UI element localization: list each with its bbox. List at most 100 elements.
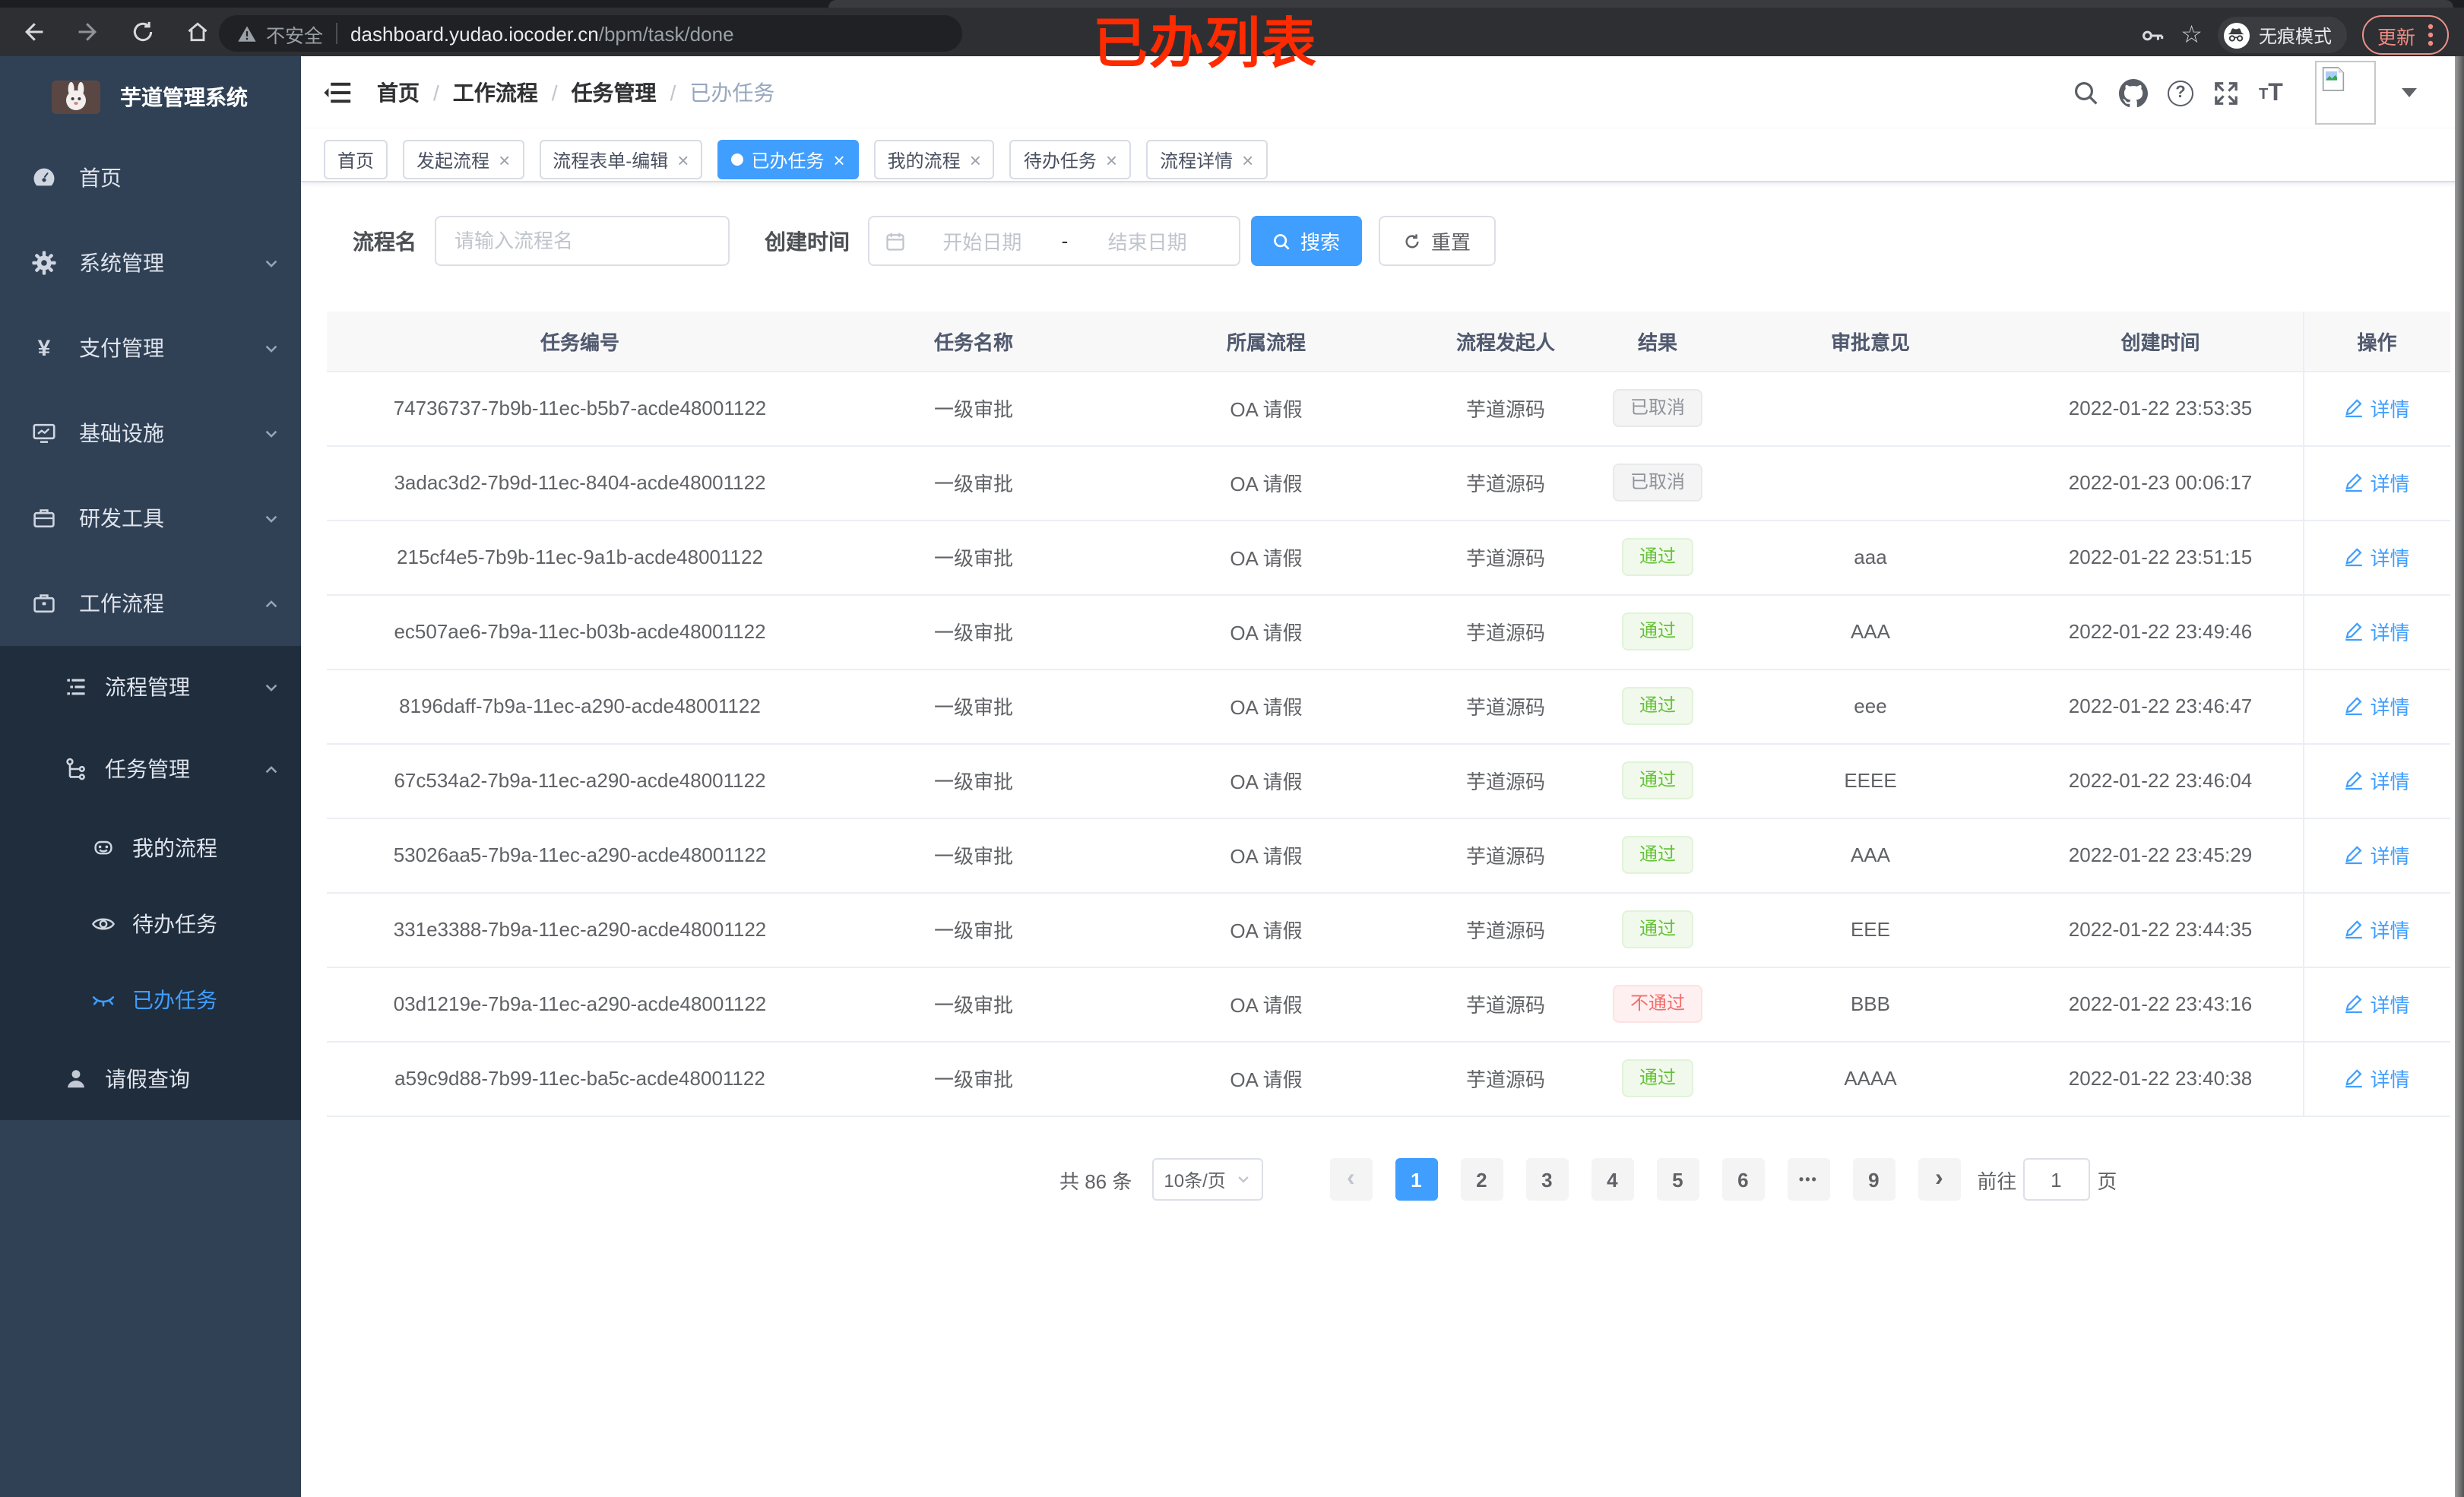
table-row: ec507ae6-7b9a-11ec-b03b-acde48001122 一级审批… — [327, 594, 2450, 669]
back-button[interactable] — [12, 11, 55, 53]
page-button-9[interactable]: 9 — [1852, 1158, 1896, 1201]
table-row: 74736737-7b9b-11ec-b5b7-acde48001122 一级审批… — [327, 371, 2450, 446]
tab-process-detail[interactable]: 流程详情 × — [1146, 140, 1268, 179]
page-button-3[interactable]: 3 — [1525, 1158, 1569, 1201]
sidebar-item-label: 系统管理 — [79, 251, 164, 275]
breadcrumb-separator: / — [670, 81, 676, 105]
page-button-2[interactable]: 2 — [1460, 1158, 1503, 1201]
close-icon[interactable]: × — [1105, 148, 1118, 171]
sidebar-item-label: 任务管理 — [105, 757, 190, 781]
key-icon[interactable] — [2139, 22, 2165, 48]
breadcrumb-home[interactable]: 首页 — [377, 81, 420, 105]
tab-my-process[interactable]: 我的流程 × — [873, 140, 995, 179]
browser-active-tab[interactable] — [828, 0, 2453, 8]
bookmark-star-icon[interactable]: ☆ — [2181, 23, 2203, 49]
page-size-select[interactable]: 10条/页 — [1151, 1158, 1263, 1201]
close-icon[interactable]: × — [499, 148, 511, 171]
sidebar-item-devtools[interactable]: 研发工具 — [0, 476, 301, 561]
address-bar[interactable]: 不安全 dashboard.yudao.iocoder.cn/bpm/task/… — [219, 15, 962, 52]
end-date-placeholder[interactable]: 结束日期 — [1107, 231, 1187, 254]
url-host[interactable]: dashboard.yudao.iocoder.cn — [350, 22, 599, 45]
browser-chrome: 不安全 dashboard.yudao.iocoder.cn/bpm/task/… — [0, 0, 2464, 56]
tab-todo-tasks[interactable]: 待办任务 × — [1009, 140, 1132, 179]
tab-form-edit[interactable]: 流程表单-编辑 × — [539, 140, 703, 179]
close-icon[interactable]: × — [969, 148, 981, 171]
edit-icon — [2345, 548, 2363, 567]
cell-comment: eee — [1722, 669, 2019, 744]
detail-link[interactable]: 详情 — [2344, 840, 2410, 869]
sidebar-item-task-mgmt[interactable]: 任务管理 — [0, 728, 301, 810]
page-button-1[interactable]: 1 — [1395, 1158, 1438, 1201]
process-name-label: 流程名 — [353, 229, 416, 253]
page-button-6[interactable]: 6 — [1721, 1158, 1765, 1201]
detail-link[interactable]: 详情 — [2344, 1064, 2410, 1093]
tab-home[interactable]: 首页 — [324, 140, 388, 179]
next-page-button[interactable]: › — [1918, 1158, 1961, 1201]
calendar-icon — [886, 232, 904, 250]
sidebar-item-process-mgmt[interactable]: 流程管理 — [0, 646, 301, 728]
start-date-placeholder[interactable]: 开始日期 — [942, 231, 1022, 254]
process-name-input[interactable] — [435, 216, 730, 266]
app-title: 芋道管理系统 — [120, 85, 248, 109]
goto-page-input[interactable] — [2022, 1158, 2090, 1201]
close-icon[interactable]: × — [677, 148, 689, 171]
sidebar-item-system[interactable]: 系统管理 — [0, 220, 301, 305]
prev-page-button[interactable]: ‹ — [1329, 1158, 1373, 1201]
tab-start-process[interactable]: 发起流程 × — [403, 140, 524, 179]
cell-process: OA 请假 — [1114, 743, 1418, 818]
forward-button[interactable] — [67, 11, 109, 53]
incognito-label: 无痕模式 — [2258, 25, 2332, 46]
sidebar-item-leave-query[interactable]: 请假查询 — [0, 1038, 301, 1120]
detail-label: 详情 — [2370, 771, 2410, 793]
sidebar-item-payment[interactable]: ¥ 支付管理 — [0, 305, 301, 391]
detail-link[interactable]: 详情 — [2344, 468, 2410, 497]
search-icon[interactable] — [2072, 79, 2099, 106]
search-button[interactable]: 搜索 — [1251, 216, 1362, 266]
cell-starter: 芋道源码 — [1418, 1041, 1593, 1116]
detail-link[interactable]: 详情 — [2344, 617, 2410, 646]
url-path[interactable]: /bpm/task/done — [598, 22, 734, 45]
browser-menu-icon[interactable] — [2428, 23, 2434, 47]
sidebar-fold-button[interactable] — [324, 81, 351, 112]
security-label[interactable]: 不安全 — [266, 25, 324, 46]
close-icon[interactable]: × — [833, 148, 845, 171]
page-button-4[interactable]: 4 — [1591, 1158, 1634, 1201]
refresh-button[interactable] — [122, 11, 164, 53]
detail-link[interactable]: 详情 — [2344, 915, 2410, 944]
cell-comment: BBB — [1722, 967, 2019, 1042]
detail-link[interactable]: 详情 — [2344, 692, 2410, 720]
breadcrumb-workflow[interactable]: 工作流程 — [452, 81, 538, 105]
home-button[interactable] — [176, 11, 219, 53]
sidebar-item-done-tasks[interactable]: 已办任务 — [0, 962, 301, 1038]
help-icon[interactable]: ? — [2168, 80, 2193, 106]
yen-icon: ¥ — [37, 335, 51, 361]
sidebar-item-todo-tasks[interactable]: 待办任务 — [0, 886, 301, 962]
sidebar-logo[interactable]: 芋道管理系统 — [0, 56, 301, 123]
detail-link[interactable]: 详情 — [2344, 989, 2410, 1018]
fullscreen-icon[interactable] — [2213, 80, 2239, 106]
chevron-down-icon — [265, 683, 277, 691]
sidebar-item-workflow[interactable]: 工作流程 — [0, 561, 301, 646]
sidebar-item-home[interactable]: 首页 — [0, 135, 301, 220]
avatar-caret-icon[interactable] — [2401, 88, 2417, 97]
edit-icon — [2345, 771, 2363, 790]
detail-link[interactable]: 详情 — [2344, 766, 2410, 795]
sidebar-item-my-process[interactable]: 我的流程 — [0, 810, 301, 886]
github-icon[interactable] — [2119, 78, 2148, 107]
close-icon[interactable]: × — [1242, 148, 1254, 171]
breadcrumb-task-mgmt[interactable]: 任务管理 — [571, 81, 657, 105]
more-pages-button[interactable]: ••• — [1787, 1158, 1830, 1201]
update-button[interactable]: 更新 — [2361, 15, 2449, 55]
page-button-5[interactable]: 5 — [1656, 1158, 1699, 1201]
tab-done-tasks[interactable]: 已办任务 × — [717, 140, 859, 179]
reset-button[interactable]: 重置 — [1379, 216, 1496, 266]
date-range-picker[interactable]: 开始日期 - 结束日期 — [868, 216, 1240, 266]
avatar[interactable] — [2314, 61, 2376, 125]
edit-icon — [2345, 473, 2363, 492]
col-task-name: 任务名称 — [833, 312, 1114, 372]
sidebar-item-infra[interactable]: 基础设施 — [0, 391, 301, 476]
detail-link[interactable]: 详情 — [2344, 394, 2410, 423]
edit-icon — [2345, 399, 2363, 418]
detail-link[interactable]: 详情 — [2344, 543, 2410, 571]
